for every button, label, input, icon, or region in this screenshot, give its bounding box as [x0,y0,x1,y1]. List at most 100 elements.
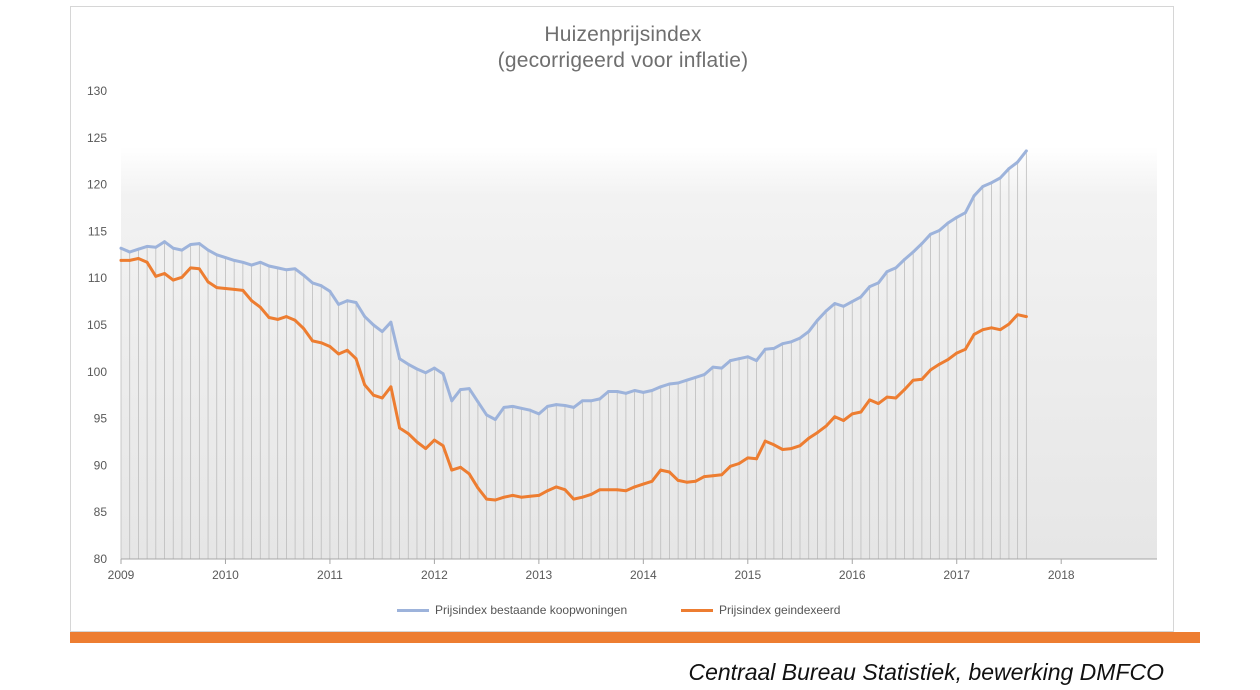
series-lines [119,149,1028,502]
y-tick-label: 100 [87,365,107,379]
data-point [319,341,323,345]
data-point [981,328,985,332]
data-point [911,378,915,382]
data-point [398,426,401,430]
data-point [546,489,549,493]
data-point [441,372,445,376]
data-point [128,250,132,254]
data-point [284,268,288,272]
data-point [145,260,149,264]
data-point [833,302,837,305]
data-point [163,240,166,244]
data-point [711,365,715,369]
data-point [755,457,758,461]
data-point [363,383,367,387]
y-tick-label: 105 [87,318,107,332]
line-chart: 80 85 90 95 100 105 110 115 120 125 130 2009 2010 201… [87,84,1157,582]
data-point [990,326,993,330]
data-point [432,366,436,370]
data-point [520,495,523,499]
data-point [241,260,245,264]
data-point [572,405,576,409]
data-point [163,272,166,275]
y-tick-label: 110 [88,271,107,285]
data-point [537,493,541,497]
data-point [258,260,262,264]
legend-item-bestaande-koopwoningen[interactable]: Prijsindex bestaande koopwoningen [397,603,627,617]
data-point [276,266,280,270]
data-point [467,472,471,476]
data-point [702,475,706,479]
data-point [885,270,889,274]
data-point [197,242,201,245]
data-point [824,309,828,313]
data-point [354,357,358,361]
data-point [511,493,515,497]
data-point [746,456,750,460]
data-point [241,288,245,292]
data-point [676,381,680,385]
data-point [154,245,158,249]
data-point [232,259,236,262]
data-point [206,248,210,252]
data-point [215,253,219,257]
data-point [964,347,967,351]
legend-swatch-orange [681,608,713,612]
data-point [737,357,741,361]
data-point [920,377,924,381]
data-point [580,399,584,403]
data-point [572,497,576,501]
data-point [154,274,158,278]
data-point [659,385,663,389]
data-point [302,273,306,277]
data-point [720,473,724,477]
data-point [493,498,497,502]
data-point [903,258,906,261]
source-caption: Centraal Bureau Statistiek, bewerking DM… [688,659,1164,685]
data-point [946,221,950,225]
data-point [990,181,993,185]
data-point [345,348,349,352]
data-point [850,300,854,303]
chart-title: Huizenprijsindex [544,23,702,46]
data-point [511,405,515,408]
data-point [955,351,959,355]
data-point [485,497,489,501]
data-point [546,405,549,408]
data-point [1007,322,1011,326]
y-tick-label: 90 [94,458,108,472]
data-point [354,301,358,304]
grid-lines [120,150,1027,559]
legend-item-geindexeerd[interactable]: Prijsindex geindexeerd [681,603,840,617]
data-point [964,211,967,215]
x-tick-label: 2009 [108,568,135,582]
data-point [876,281,880,285]
data-point [728,359,732,362]
data-point [171,246,175,250]
data-point [528,408,532,412]
data-point [328,289,332,293]
y-tick-label: 80 [94,552,108,566]
data-point [372,393,375,397]
data-point [694,376,697,379]
data-point [406,362,410,366]
data-point [615,390,619,393]
data-point [441,444,445,448]
data-point [668,382,671,386]
data-point [650,479,654,483]
data-point [807,436,811,440]
y-tick-label: 115 [88,224,107,238]
data-point [137,257,140,260]
x-tick-label: 2017 [943,568,970,582]
data-point [589,399,593,403]
data-point [319,284,323,288]
x-tick-label: 2016 [839,568,866,582]
x-tick-label: 2015 [734,568,761,582]
data-point [206,280,210,284]
data-point [607,390,610,393]
data-point [937,229,941,232]
data-point [476,486,480,490]
data-point [763,439,767,443]
data-point [563,488,567,492]
data-point [224,287,227,290]
